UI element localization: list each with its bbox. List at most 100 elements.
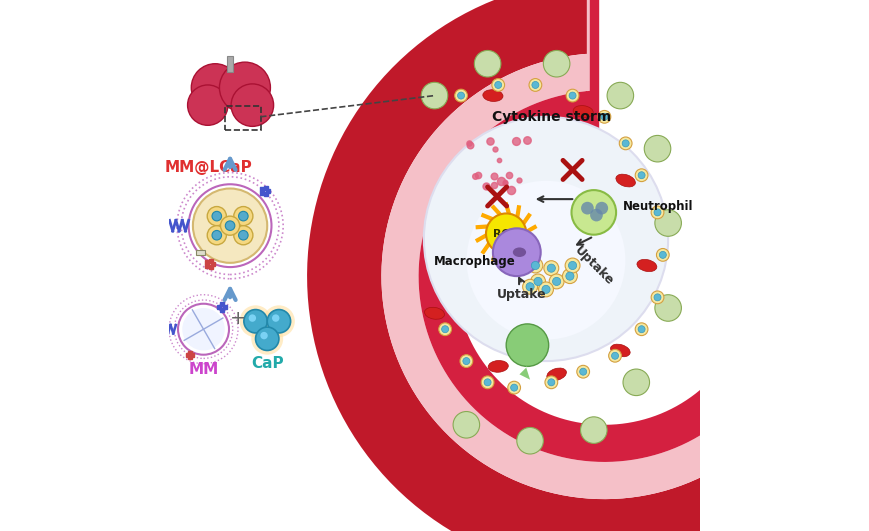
Circle shape bbox=[654, 294, 661, 301]
Circle shape bbox=[566, 272, 574, 280]
Circle shape bbox=[528, 258, 543, 273]
Circle shape bbox=[240, 305, 271, 337]
Text: Uptake: Uptake bbox=[497, 288, 547, 301]
Text: ROS: ROS bbox=[494, 229, 519, 238]
Circle shape bbox=[492, 79, 505, 91]
Circle shape bbox=[544, 261, 559, 276]
Circle shape bbox=[424, 117, 668, 361]
Circle shape bbox=[522, 279, 538, 294]
PathPatch shape bbox=[419, 91, 790, 462]
Circle shape bbox=[486, 213, 527, 254]
Circle shape bbox=[484, 379, 491, 386]
Circle shape bbox=[474, 50, 501, 77]
Circle shape bbox=[532, 81, 539, 89]
Circle shape bbox=[598, 110, 611, 123]
Circle shape bbox=[595, 202, 608, 215]
Circle shape bbox=[581, 202, 594, 215]
Circle shape bbox=[234, 207, 253, 226]
Polygon shape bbox=[520, 366, 530, 380]
Bar bbox=[196, 250, 205, 255]
Circle shape bbox=[529, 79, 541, 91]
Text: Uptake: Uptake bbox=[572, 243, 616, 288]
Circle shape bbox=[534, 277, 542, 286]
Circle shape bbox=[580, 368, 587, 375]
Circle shape bbox=[656, 249, 669, 261]
Ellipse shape bbox=[424, 307, 445, 319]
Text: MM: MM bbox=[189, 362, 219, 376]
Circle shape bbox=[511, 384, 518, 391]
Circle shape bbox=[635, 323, 648, 336]
Circle shape bbox=[545, 376, 558, 389]
Circle shape bbox=[553, 277, 561, 286]
Text: Cytokine storm: Cytokine storm bbox=[492, 110, 611, 124]
Circle shape bbox=[531, 261, 540, 270]
Circle shape bbox=[182, 308, 225, 350]
Circle shape bbox=[608, 349, 621, 362]
Circle shape bbox=[255, 327, 279, 350]
Circle shape bbox=[244, 310, 268, 333]
Circle shape bbox=[638, 172, 645, 179]
Circle shape bbox=[567, 89, 579, 102]
Circle shape bbox=[263, 305, 295, 337]
Text: MM@LCaP: MM@LCaP bbox=[165, 160, 253, 175]
Circle shape bbox=[506, 324, 548, 366]
Ellipse shape bbox=[513, 247, 526, 257]
Circle shape bbox=[225, 221, 235, 230]
Ellipse shape bbox=[574, 106, 594, 117]
Circle shape bbox=[590, 209, 603, 221]
Circle shape bbox=[655, 210, 681, 236]
Circle shape bbox=[188, 85, 228, 125]
Text: CaP: CaP bbox=[251, 356, 283, 371]
Circle shape bbox=[635, 169, 648, 182]
Circle shape bbox=[193, 189, 268, 263]
Circle shape bbox=[577, 365, 589, 378]
Circle shape bbox=[239, 211, 249, 221]
Ellipse shape bbox=[547, 368, 567, 381]
Circle shape bbox=[572, 190, 616, 235]
Circle shape bbox=[644, 135, 671, 162]
Circle shape bbox=[526, 282, 534, 291]
Circle shape bbox=[531, 274, 546, 289]
Circle shape bbox=[439, 323, 452, 336]
Circle shape bbox=[463, 357, 470, 365]
Circle shape bbox=[493, 228, 541, 276]
Circle shape bbox=[207, 226, 226, 245]
Ellipse shape bbox=[488, 361, 508, 372]
Ellipse shape bbox=[483, 90, 503, 101]
Circle shape bbox=[453, 412, 480, 438]
Circle shape bbox=[542, 285, 550, 294]
Bar bbox=[227, 56, 233, 72]
Circle shape bbox=[441, 326, 448, 333]
Circle shape bbox=[507, 381, 521, 394]
Circle shape bbox=[220, 62, 270, 113]
Circle shape bbox=[234, 226, 253, 245]
Circle shape bbox=[494, 81, 501, 89]
Circle shape bbox=[612, 352, 619, 359]
Circle shape bbox=[467, 181, 626, 340]
Circle shape bbox=[239, 230, 249, 240]
Circle shape bbox=[565, 258, 580, 273]
Circle shape bbox=[607, 82, 634, 109]
Ellipse shape bbox=[611, 344, 630, 357]
Text: +: + bbox=[229, 309, 246, 328]
Circle shape bbox=[454, 89, 468, 102]
Circle shape bbox=[654, 209, 661, 216]
Circle shape bbox=[249, 314, 256, 322]
Circle shape bbox=[460, 355, 473, 367]
Ellipse shape bbox=[637, 260, 657, 271]
Circle shape bbox=[212, 211, 222, 221]
Circle shape bbox=[651, 291, 664, 304]
Circle shape bbox=[231, 84, 274, 126]
Circle shape bbox=[221, 216, 240, 235]
Circle shape bbox=[651, 206, 664, 219]
PathPatch shape bbox=[307, 0, 869, 531]
Ellipse shape bbox=[616, 174, 635, 187]
Circle shape bbox=[539, 282, 554, 297]
Circle shape bbox=[638, 326, 645, 333]
Circle shape bbox=[580, 417, 607, 443]
Circle shape bbox=[481, 376, 494, 389]
Circle shape bbox=[547, 264, 555, 272]
Circle shape bbox=[623, 369, 649, 396]
Circle shape bbox=[622, 140, 629, 147]
Text: Macrophage: Macrophage bbox=[434, 255, 515, 268]
